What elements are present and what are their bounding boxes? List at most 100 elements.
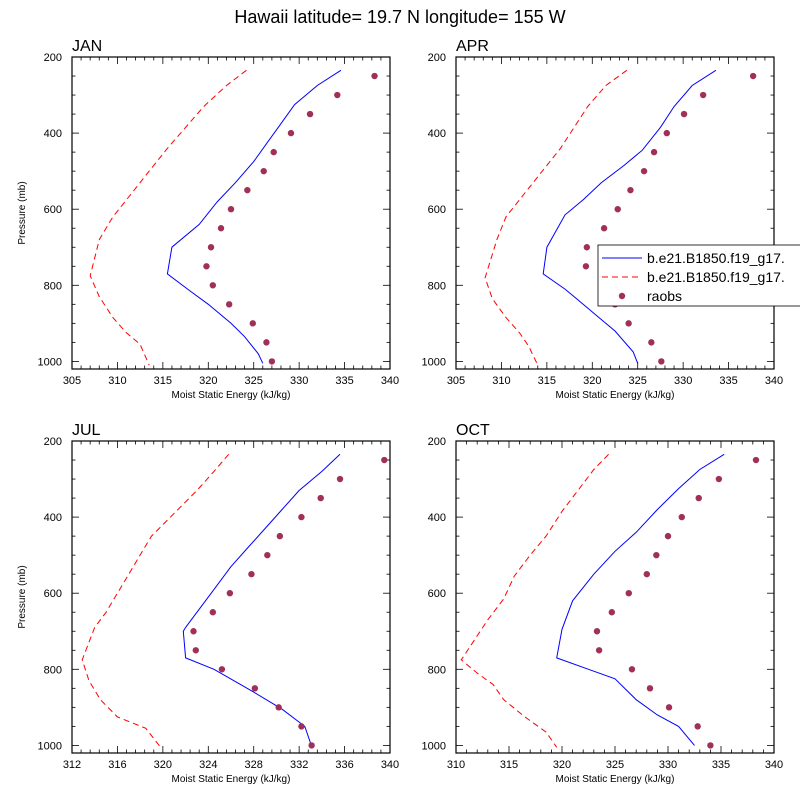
y-tick-label: 200 (44, 436, 62, 448)
panel-jul: JUL 312 316 320 324 328 332 336 340 200 400 600 800 1… (17, 422, 399, 785)
x-tick-label: 310 (492, 375, 510, 387)
x-tick-label: 316 (108, 759, 126, 771)
raobs-point (306, 110, 314, 118)
panel-oct: OCT 310 315 320 325 330 335 340 200 400 600 800 1000… (422, 422, 784, 785)
raobs-point (227, 205, 235, 213)
raobs-point (334, 91, 341, 99)
raobs-point (625, 320, 632, 327)
legend-entry: b.e21.B1850.f19_g17. (647, 250, 785, 266)
y-tick-label: 600 (44, 204, 62, 216)
y-tick-label: 800 (44, 664, 62, 676)
y-tick-label: 400 (44, 128, 62, 140)
x-tick-label: 315 (500, 759, 518, 771)
x-tick-label: 340 (381, 375, 399, 387)
raobs-point (593, 628, 601, 635)
x-tick-label: 330 (674, 375, 692, 387)
x-tick-label: 330 (290, 375, 308, 387)
raobs-point (209, 609, 217, 616)
raobs-point (263, 339, 270, 346)
y-tick-label: 1000 (38, 740, 62, 752)
x-tick-label: 310 (447, 759, 465, 771)
x-tick-label: 336 (335, 759, 353, 771)
legend-marker-swatch (618, 292, 626, 300)
raobs-point (226, 589, 234, 597)
x-tick-label: 315 (538, 375, 556, 387)
raobs-point (715, 475, 723, 483)
plot-frame (455, 440, 775, 754)
raobs-point (695, 494, 702, 502)
raobs-point (582, 263, 590, 270)
raobs-point (643, 570, 650, 578)
raobs-point (225, 301, 233, 308)
model-dashed-line (484, 69, 628, 366)
x-tick-label: 335 (335, 375, 353, 387)
raobs-point (248, 570, 255, 578)
raobs-point (595, 647, 603, 654)
y-axis-label: Pressure (mb) (17, 181, 28, 244)
raobs-point (663, 129, 670, 137)
raobs-point (600, 225, 608, 232)
raobs-point (749, 72, 757, 80)
panel-title: JAN (72, 38, 102, 55)
raobs-point (209, 282, 217, 289)
raobs-point (190, 628, 197, 635)
raobs-point (298, 513, 305, 521)
raobs-point (625, 589, 632, 597)
x-tick-label: 320 (583, 375, 601, 387)
raobs-point (627, 186, 634, 194)
raobs-point (646, 685, 654, 692)
y-tick-label: 400 (428, 128, 446, 140)
raobs-point (583, 244, 591, 251)
y-tick-label: 800 (428, 280, 446, 292)
raobs-point (608, 609, 616, 616)
raobs-point (264, 551, 271, 559)
raobs-point (218, 666, 226, 673)
panel-title: APR (456, 38, 489, 55)
x-tick-label: 330 (659, 759, 677, 771)
y-tick-label: 600 (428, 204, 446, 216)
raobs-point (270, 148, 277, 156)
x-tick-label: 335 (719, 375, 737, 387)
legend-entry: raobs (647, 288, 682, 304)
y-tick-label: 200 (428, 52, 446, 64)
y-tick-label: 1000 (38, 356, 62, 368)
y-tick-label: 800 (44, 280, 62, 292)
y-axis-label: Pressure (mb) (17, 565, 28, 628)
raobs-point (207, 244, 215, 251)
raobs-point (381, 456, 388, 464)
x-axis-label: Moist Static Energy (kJ/kg) (556, 774, 675, 785)
x-tick-label: 340 (765, 759, 783, 771)
model-solid-line (556, 453, 725, 746)
plot-frame (71, 56, 391, 370)
x-tick-label: 320 (199, 375, 217, 387)
x-tick-label: 305 (447, 375, 465, 387)
raobs-point (260, 167, 267, 175)
x-tick-label: 332 (290, 759, 308, 771)
raobs-point (648, 339, 655, 346)
model-dashed-line (89, 69, 247, 366)
x-tick-label: 325 (606, 759, 624, 771)
raobs-point (371, 72, 378, 80)
y-tick-label: 600 (44, 588, 62, 600)
model-solid-line (182, 453, 341, 747)
panel-title: JUL (72, 422, 101, 439)
raobs-point (658, 358, 665, 365)
raobs-point (192, 647, 199, 654)
x-tick-label: 312 (63, 759, 81, 771)
y-tick-label: 400 (428, 512, 446, 524)
y-tick-label: 400 (44, 512, 62, 524)
raobs-point (217, 225, 225, 232)
x-tick-label: 325 (245, 375, 263, 387)
raobs-point (275, 704, 282, 711)
raobs-point (251, 685, 259, 692)
raobs-point (699, 91, 707, 99)
figure-title: Hawaii latitude= 19.7 N longitude= 155 W (234, 7, 565, 27)
raobs-point (664, 532, 672, 540)
raobs-point (203, 263, 210, 270)
legend-box (597, 244, 800, 307)
panel-apr: APR 305 310 315 320 325 330 335 340 200 400 600 800 1… (422, 38, 784, 401)
raobs-point (317, 494, 324, 502)
x-tick-label: 325 (629, 375, 647, 387)
raobs-point (665, 704, 673, 711)
